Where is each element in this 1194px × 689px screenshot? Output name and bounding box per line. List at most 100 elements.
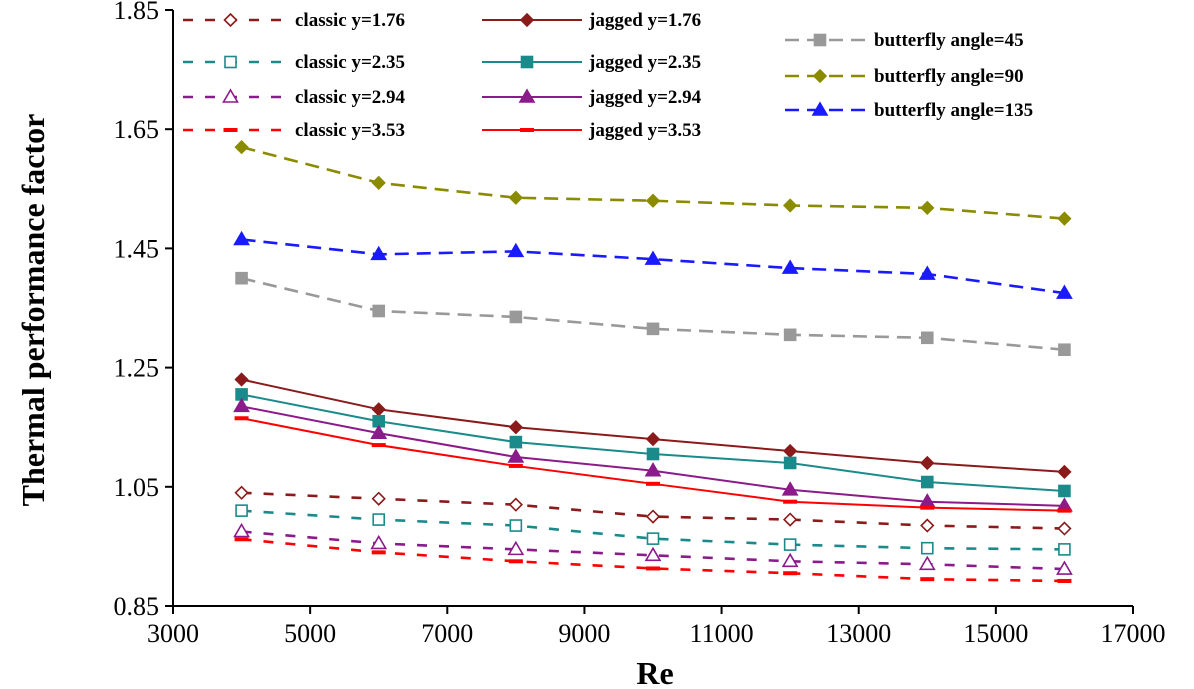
data-point bbox=[508, 463, 523, 468]
x-tick-label: 13000 bbox=[826, 619, 891, 648]
legend: classic y=1.76 classic y=2.35 classic y=2.… bbox=[183, 10, 1033, 141]
y-tick-label: 1.05 bbox=[114, 473, 160, 502]
legend-label: classic y=2.94 bbox=[295, 87, 406, 108]
data-point bbox=[783, 571, 798, 576]
data-point bbox=[783, 328, 797, 342]
data-point bbox=[234, 416, 249, 421]
data-point bbox=[920, 577, 935, 582]
legend-marker bbox=[811, 101, 829, 116]
legend-item: butterfly angle=90 bbox=[785, 66, 1024, 87]
data-point bbox=[507, 448, 525, 463]
data-point bbox=[234, 485, 249, 500]
series-line bbox=[241, 238, 1065, 295]
data-point bbox=[783, 198, 798, 213]
data-point bbox=[920, 541, 934, 555]
legend-label: jagged y=2.94 bbox=[588, 87, 702, 108]
y-ticks: 0.85 1.05 1.25 1.45 1.65 1.85 bbox=[114, 0, 173, 621]
legend-marker bbox=[520, 128, 534, 132]
legend-item: butterfly angle=135 bbox=[785, 100, 1033, 121]
data-point bbox=[920, 331, 934, 345]
series-3 bbox=[234, 537, 1072, 583]
data-point bbox=[646, 566, 660, 571]
data-point bbox=[509, 310, 523, 324]
legend-label: classic y=1.76 bbox=[295, 10, 405, 31]
data-point bbox=[508, 559, 523, 564]
data-point bbox=[920, 518, 935, 533]
data-point bbox=[783, 456, 797, 470]
data-point bbox=[644, 250, 662, 265]
legend-item: jagged y=3.53 bbox=[482, 120, 701, 141]
data-point bbox=[371, 491, 386, 506]
legend-marker bbox=[223, 128, 238, 132]
data-point bbox=[371, 550, 386, 555]
legend-item: classic y=1.76 bbox=[183, 10, 405, 31]
x-tick-label: 3000 bbox=[147, 619, 199, 648]
data-point bbox=[645, 193, 661, 208]
legend-label: jagged y=2.35 bbox=[588, 52, 701, 73]
data-point bbox=[1056, 560, 1073, 575]
data-point bbox=[508, 190, 523, 205]
y-tick-label: 1.65 bbox=[114, 115, 160, 144]
series-0 bbox=[234, 485, 1072, 536]
data-point bbox=[234, 372, 249, 387]
legend-item: classic y=3.53 bbox=[183, 120, 405, 141]
data-point bbox=[1057, 578, 1072, 583]
data-point bbox=[644, 462, 662, 477]
data-point bbox=[1058, 484, 1071, 498]
data-point bbox=[781, 481, 799, 496]
legend-marker bbox=[223, 12, 238, 28]
data-point bbox=[920, 475, 934, 489]
x-tick-label: 5000 bbox=[284, 619, 336, 648]
data-point bbox=[918, 555, 936, 571]
data-point bbox=[234, 139, 249, 155]
data-point bbox=[509, 519, 523, 532]
data-point bbox=[783, 538, 797, 551]
data-point bbox=[783, 512, 798, 527]
series-1 bbox=[235, 504, 1071, 556]
legend-marker bbox=[222, 88, 239, 103]
data-point bbox=[370, 424, 388, 439]
data-point bbox=[920, 505, 935, 510]
series-line bbox=[241, 145, 1065, 220]
data-point bbox=[783, 443, 798, 459]
data-point bbox=[235, 504, 248, 517]
x-tick-label: 11000 bbox=[690, 619, 754, 648]
legend-label: classic y=2.35 bbox=[295, 52, 405, 73]
data-point bbox=[646, 481, 660, 486]
data-point bbox=[645, 431, 661, 447]
data-point bbox=[918, 265, 936, 280]
data-point bbox=[508, 420, 523, 435]
series-9 bbox=[234, 139, 1072, 226]
data-point bbox=[371, 402, 386, 417]
data-point bbox=[1058, 343, 1071, 357]
series-5 bbox=[235, 388, 1071, 498]
data-point bbox=[781, 552, 799, 568]
legend-label: butterfly angle=45 bbox=[874, 30, 1024, 51]
legend-label: classic y=3.53 bbox=[295, 120, 405, 141]
data-point bbox=[372, 304, 386, 318]
data-point bbox=[1057, 211, 1072, 226]
x-axis-title: Re bbox=[636, 655, 673, 689]
series-layer bbox=[233, 139, 1073, 583]
y-tick-label: 1.85 bbox=[114, 0, 160, 25]
axes bbox=[172, 10, 1133, 607]
x-tick-label: 7000 bbox=[421, 619, 473, 648]
data-point bbox=[645, 509, 661, 524]
series-6 bbox=[233, 397, 1073, 512]
data-point bbox=[233, 397, 250, 413]
data-point bbox=[1056, 284, 1073, 299]
legend-label: butterfly angle=90 bbox=[874, 66, 1024, 87]
legend-marker bbox=[518, 88, 536, 103]
data-point bbox=[781, 259, 799, 274]
data-point bbox=[233, 230, 250, 246]
legend-label: butterfly angle=135 bbox=[874, 100, 1033, 121]
data-point bbox=[646, 532, 660, 545]
x-ticks: 3000 5000 7000 9000 11000 13000 15000 17000 bbox=[147, 606, 1166, 648]
legend-marker bbox=[520, 55, 534, 69]
legend-marker bbox=[224, 55, 237, 69]
y-tick-label: 1.45 bbox=[114, 234, 160, 263]
data-point bbox=[372, 513, 386, 526]
series-2 bbox=[233, 522, 1073, 575]
x-tick-label: 9000 bbox=[558, 619, 610, 648]
data-point bbox=[646, 447, 660, 461]
